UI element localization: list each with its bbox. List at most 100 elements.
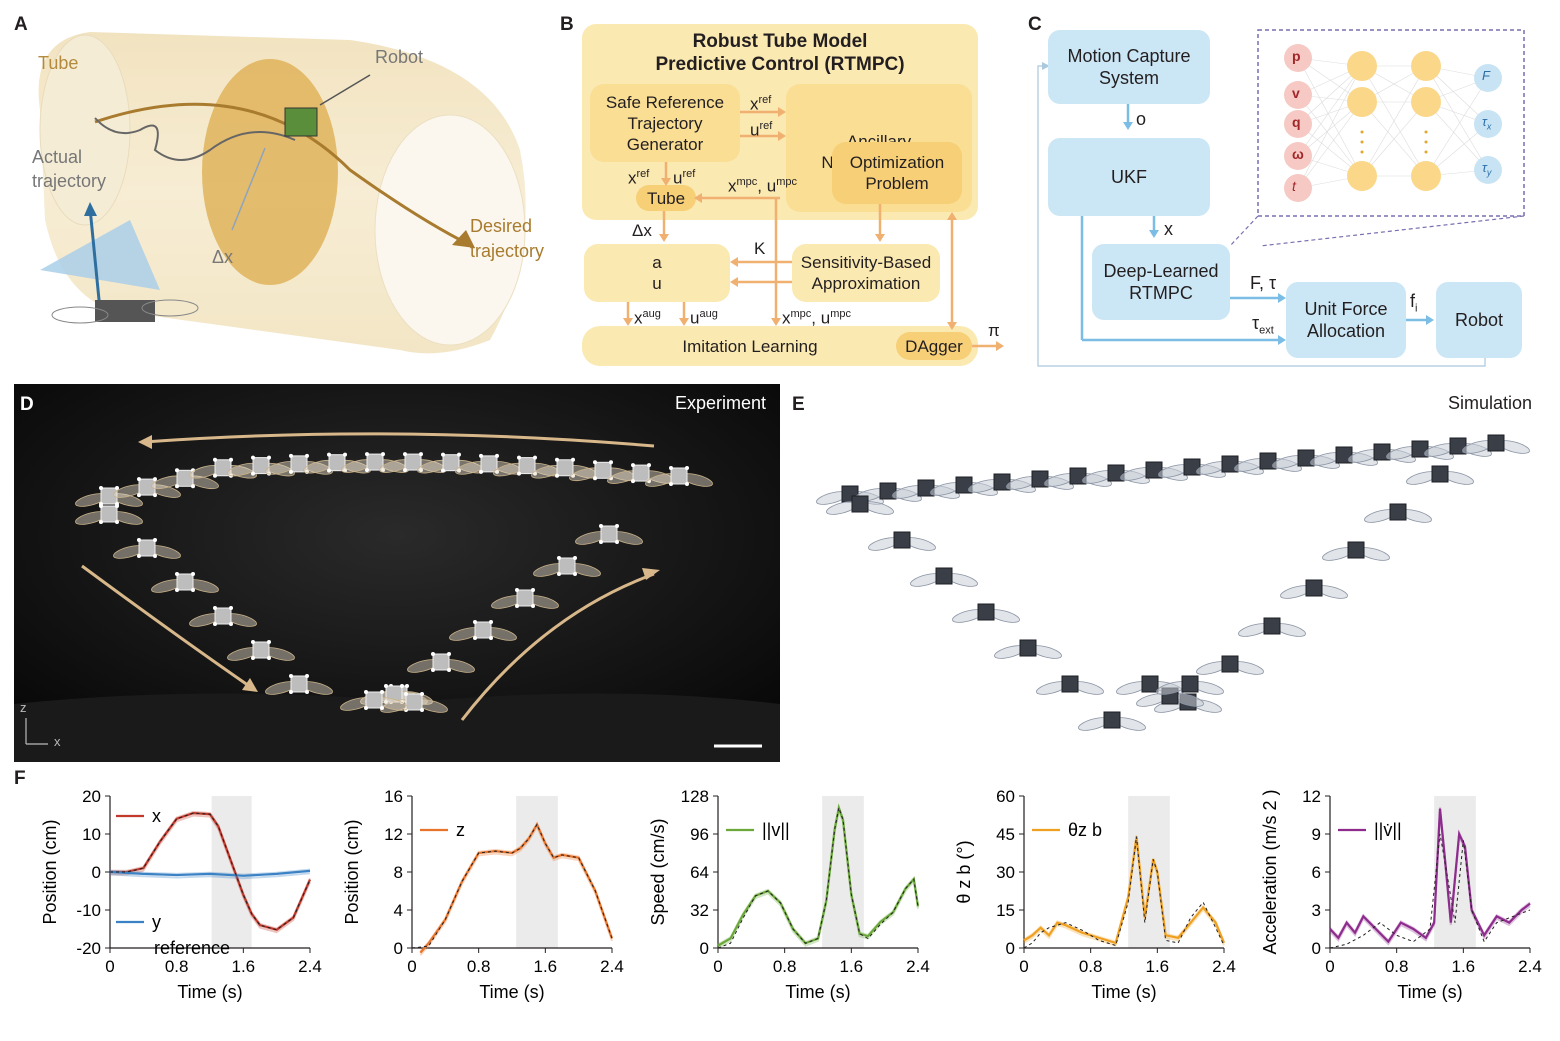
dx-flow-label: Δx (632, 221, 652, 240)
dagger-box: DAgger (896, 332, 972, 360)
y-tick-label: 12 (1302, 787, 1321, 806)
x-axis-label: Time (s) (1091, 982, 1156, 1002)
tube-start (39, 34, 131, 226)
trial-line (109, 872, 311, 880)
x-tick-label: 1.6 (1452, 957, 1476, 976)
y-axis-label: Acceleration (m/s 2 ) (1260, 789, 1280, 954)
desired-label-1: Desired (470, 216, 533, 236)
x-tick-label: 0 (713, 957, 722, 976)
y-tick-label: 64 (690, 863, 709, 882)
robot-label: Robot (375, 47, 424, 67)
unit-force-allocation-box: Unit Force Allocation (1286, 282, 1406, 358)
y-tick-label: 0 (700, 939, 709, 958)
x-axis-label: Time (s) (479, 982, 544, 1002)
y-tick-label: 0 (92, 863, 101, 882)
thrust-arrow (88, 207, 102, 311)
pi-label: π (988, 321, 1000, 340)
y-tick-label: 32 (690, 901, 709, 920)
nn-input-3: ω (1292, 146, 1304, 162)
y-tick-label: 0 (1312, 939, 1321, 958)
panel-b-diagram: Robust Tube Model Predictive Control (RT… (580, 20, 1020, 380)
x-tick-label: 2.4 (298, 957, 322, 976)
robot-instance (910, 567, 978, 587)
robot-instance (575, 524, 643, 545)
simulation-scene (816, 434, 1530, 731)
x-axis-label: Time (s) (1397, 982, 1462, 1002)
x-tick-label: 0.8 (1385, 957, 1409, 976)
y-tick-label: 30 (996, 863, 1015, 882)
robot-instance (868, 531, 936, 551)
rtmpc-title-line2: Predictive Control (RTMPC) (655, 54, 905, 75)
panel-letter-e: E (792, 394, 805, 415)
experiment-label: Experiment (674, 393, 766, 413)
legend-label: θz b (1068, 820, 1102, 840)
y-axis-label: Speed (cm/s) (648, 818, 668, 925)
uref-tube-label: uref (673, 168, 696, 188)
safe-reference-box: Safe Reference Trajectory Generator (590, 84, 740, 162)
x-label: x (1164, 219, 1173, 239)
nn-input-1: v (1292, 85, 1300, 101)
y-axis-label: Position (cm) (342, 819, 362, 924)
nn-edges (1297, 57, 1489, 189)
x-tick-label: 1.6 (232, 957, 256, 976)
actual-trajectory-line (94, 117, 296, 161)
nn-node-1-0 (1347, 51, 1377, 81)
xaug-label: xaug (634, 308, 661, 328)
tube-label: Tube (38, 53, 79, 73)
y-tick-label: 16 (384, 787, 403, 806)
robot-instance (227, 455, 295, 477)
reference-line (411, 823, 613, 949)
y-tick-label: 96 (690, 825, 709, 844)
shaded-region (1128, 796, 1170, 948)
x-tick-label: 1.6 (840, 957, 864, 976)
y-tick-label: 60 (996, 787, 1015, 806)
motion-capture-box: Motion Capture System (1048, 30, 1210, 104)
dx-label: Δx (212, 247, 234, 267)
y-tick-label: 8 (394, 863, 403, 882)
y-tick-label: 9 (1312, 825, 1321, 844)
series-line-||v|| (717, 803, 920, 947)
nn-output-0: F (1482, 68, 1490, 83)
chart-3: 128 96 64 32 00 0.8 1.6 2.4 Time (s) Speed (cm/s)… (648, 787, 930, 1002)
panel-a-illustration: Tube Robot Actual trajectory Desired tra… (20, 20, 560, 360)
x-tick-label: 0 (1019, 957, 1028, 976)
x-tick-label: 2.4 (906, 957, 930, 976)
series-line-||v̇|| (1329, 808, 1531, 944)
experiment-scene (14, 384, 780, 762)
x-tick-label: 1.6 (534, 957, 558, 976)
deep-learned-rtmpc-box: Deep-Learned RTMPC (1092, 244, 1230, 320)
robot-instance (569, 460, 637, 482)
robot-icon (95, 300, 155, 322)
uref-label: uref (750, 120, 773, 140)
panel-letter-a: A (14, 14, 28, 35)
trial-line (109, 868, 311, 876)
robot-instance (491, 588, 559, 609)
nn-node-2-1 (1411, 87, 1441, 117)
reference-line (717, 805, 919, 949)
legend-label: ||v̇|| (1374, 820, 1402, 840)
panel-letter-d: D (20, 394, 34, 415)
robot-instance (75, 504, 143, 525)
rtmpc-title-line1: Robust Tube Model (692, 31, 868, 52)
y-tick-label: 45 (996, 825, 1015, 844)
f-tau-label: F, τ (1250, 273, 1277, 293)
xref-label: xref (750, 94, 772, 114)
optimization-problem-box: Optimization Problem (832, 142, 962, 204)
desired-arrowhead (452, 230, 475, 248)
chart-4: 60 45 30 15 00 0.8 1.6 2.4 Time (s) θ z b (°) θz b (954, 787, 1236, 1002)
nn-output-1: τx (1482, 114, 1492, 132)
nn-inset-frame (1257, 29, 1525, 217)
robot-instance (1078, 711, 1146, 731)
nn-node-2-2 (1411, 161, 1441, 191)
robot-instance (227, 640, 295, 661)
nn-node-3-0 (1474, 64, 1502, 92)
nn-output-2: τy (1482, 160, 1492, 178)
y-tick-label: -20 (76, 939, 101, 958)
robot-instance (1238, 617, 1306, 637)
uaug-label: uaug (690, 308, 718, 328)
robot-instance (113, 538, 181, 559)
nn-node-3-2 (1474, 156, 1502, 184)
robot-instance (189, 457, 257, 479)
